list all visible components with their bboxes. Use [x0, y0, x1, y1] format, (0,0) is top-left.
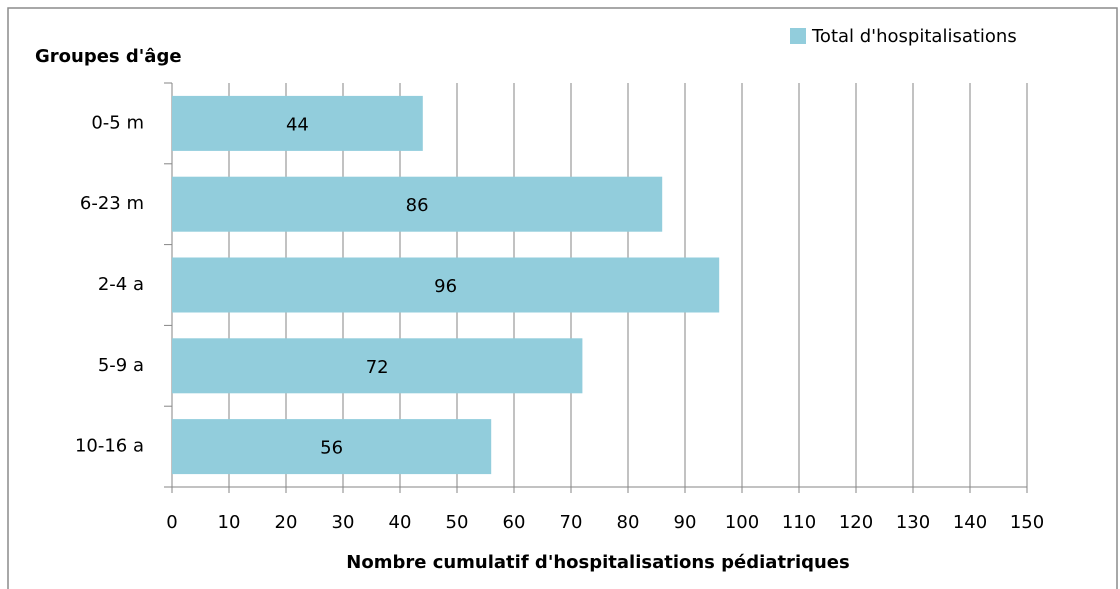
legend-swatch [790, 28, 806, 44]
bar [172, 338, 583, 394]
x-tick-label: 110 [782, 512, 816, 533]
x-tick-label: 120 [839, 512, 873, 533]
value-label: 72 [366, 357, 389, 378]
legend-label: Total d'hospitalisations [811, 26, 1017, 47]
x-tick-label: 100 [725, 512, 759, 533]
x-tick-label: 20 [275, 512, 298, 533]
x-tick-label: 130 [896, 512, 930, 533]
y-tick-label: 0-5 m [91, 112, 144, 133]
x-tick-label: 0 [166, 512, 177, 533]
y-tick-label: 5-9 a [98, 355, 144, 376]
y-tick-label: 10-16 a [75, 436, 144, 457]
x-tick-label: 140 [953, 512, 987, 533]
x-tick-label: 30 [332, 512, 355, 533]
x-tick-label: 40 [389, 512, 412, 533]
y-tick-label: 2-4 a [98, 274, 144, 295]
x-tick-label: 80 [617, 512, 640, 533]
x-tick-label: 150 [1010, 512, 1044, 533]
x-tick-label: 10 [218, 512, 241, 533]
value-label: 86 [406, 195, 429, 216]
y-tick-label: 6-23 m [80, 193, 144, 214]
bar [172, 176, 663, 232]
y-axis-label: Groupes d'âge [35, 46, 182, 67]
x-tick-label: 70 [560, 512, 583, 533]
bar [172, 257, 720, 313]
value-label: 44 [286, 114, 309, 135]
value-label: 56 [320, 438, 343, 459]
bar [172, 419, 492, 475]
x-tick-label: 90 [674, 512, 697, 533]
bar [172, 95, 423, 151]
value-label: 96 [434, 276, 457, 297]
x-tick-label: 60 [503, 512, 526, 533]
chart-frame [7, 7, 1118, 589]
x-tick-label: 50 [446, 512, 469, 533]
x-axis-label: Nombre cumulatif d'hospitalisations pédi… [346, 552, 849, 573]
